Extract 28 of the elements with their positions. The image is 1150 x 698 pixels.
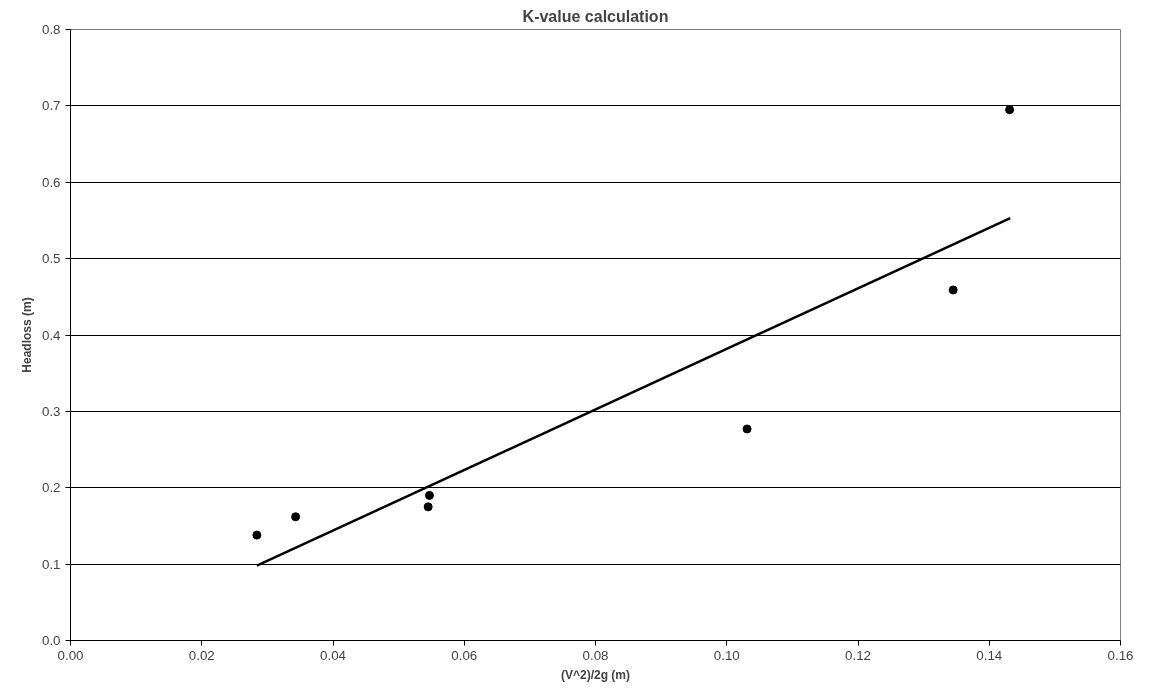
x-tick-label: 0.04 [320, 647, 347, 663]
point [423, 502, 433, 512]
x-axis-title: (V^2)/2g (m) [560, 667, 631, 682]
point [948, 285, 958, 295]
point [252, 530, 262, 540]
point [1005, 105, 1015, 115]
y-tick-label: 0.1 [41, 556, 61, 572]
y-tick-label: 0.5 [41, 251, 61, 267]
y-tick-label: 0.2 [41, 480, 61, 496]
y-tick-label: 0.0 [41, 633, 61, 648]
point [742, 424, 752, 434]
point [424, 490, 434, 500]
y-tick-label: 0.8 [41, 22, 61, 37]
x-tick-label: 0.06 [451, 647, 478, 663]
x-tick-label: 0.12 [845, 647, 871, 663]
chart-title: K-value calculation [522, 7, 669, 25]
y-tick-label: 0.7 [41, 98, 61, 114]
y-axis-title: Headloss (m) [19, 297, 34, 373]
x-tick-label: 0.08 [582, 647, 609, 663]
x-tick-label: 0.02 [188, 647, 215, 663]
y-tick-label: 0.3 [41, 403, 61, 419]
x-tick-label: 0.16 [1107, 647, 1134, 663]
y-tick-label: 0.4 [41, 327, 62, 343]
y-tick-label: 0.6 [41, 174, 61, 190]
x-tick-label: 0.00 [57, 647, 84, 663]
point [291, 512, 301, 522]
x-tick-label: 0.10 [713, 647, 740, 663]
x-tick-label: 0.14 [976, 647, 1003, 663]
